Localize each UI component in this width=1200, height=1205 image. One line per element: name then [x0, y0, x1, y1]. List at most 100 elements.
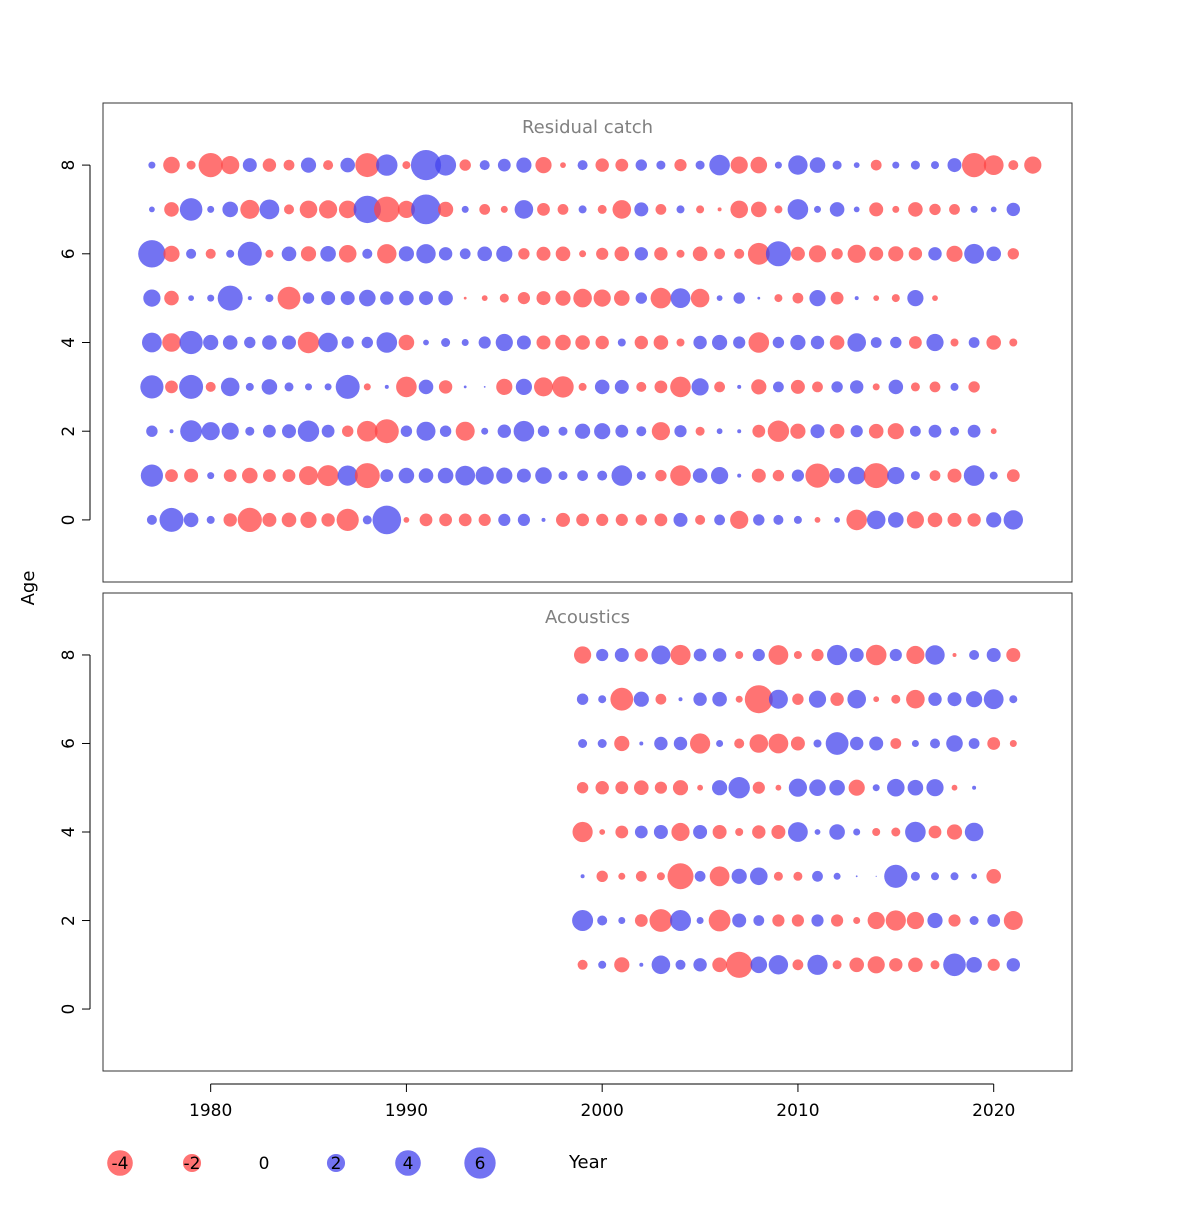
residual-bubble — [323, 160, 334, 171]
residual-bubble — [932, 295, 938, 301]
residual-bubble — [671, 822, 690, 842]
residual-bubble — [730, 200, 748, 219]
residual-bubble — [716, 428, 723, 435]
residual-bubble — [497, 158, 511, 172]
residual-bubble — [355, 153, 380, 178]
residual-bubble — [695, 160, 705, 170]
residual-bubble — [731, 868, 747, 884]
residual-bubble — [829, 468, 845, 484]
residual-bubble — [967, 424, 981, 438]
residual-bubble — [792, 292, 804, 304]
residual-bubble — [615, 158, 629, 172]
residual-bubble — [179, 374, 204, 399]
residual-bubble — [458, 513, 472, 527]
residual-bubble — [853, 917, 861, 924]
residual-bubble — [578, 739, 588, 748]
residual-bubble — [515, 378, 533, 395]
residual-bubble — [927, 912, 943, 929]
residual-bubble — [1008, 160, 1019, 171]
residual-bubble — [692, 246, 708, 262]
residual-bubble — [614, 648, 629, 662]
residual-bubble — [297, 420, 320, 442]
residual-bubble — [438, 380, 453, 394]
residual-bubble — [891, 694, 901, 704]
residual-bubble — [635, 514, 647, 526]
residual-bubble — [435, 154, 457, 176]
residual-bubble — [752, 781, 765, 794]
residual-bubble — [808, 690, 827, 708]
x-tick-label: 2000 — [581, 1101, 624, 1121]
residual-bubble — [418, 379, 434, 395]
residual-bubble — [384, 384, 389, 389]
residual-bubble — [833, 872, 841, 880]
residual-bubble — [768, 689, 788, 709]
residual-bubble — [774, 205, 783, 214]
y-axis-title: Age — [18, 571, 39, 606]
residual-bubble — [654, 513, 668, 527]
residual-bubble — [438, 290, 453, 306]
residual-bubble — [752, 424, 766, 438]
residual-bubble — [737, 473, 742, 478]
residual-bubble — [808, 245, 827, 263]
residual-bubble — [888, 246, 904, 262]
residual-bubble — [790, 423, 806, 439]
residual-bubble — [558, 471, 568, 481]
residual-bubble — [555, 290, 571, 306]
residual-bubble — [201, 422, 220, 441]
residual-bubble — [463, 385, 467, 389]
residual-bubble — [634, 780, 649, 795]
plot-panel-frame — [102, 102, 1073, 583]
residual-bubble — [787, 199, 809, 220]
residual-bubble — [670, 910, 691, 931]
residual-bubble — [849, 957, 864, 973]
residual-bubble — [855, 875, 858, 878]
residual-bubble — [847, 689, 866, 709]
residual-bubble — [967, 513, 981, 527]
residual-bubble — [594, 423, 611, 440]
residual-bubble — [774, 294, 783, 303]
residual-bubble — [987, 914, 1001, 927]
plot-panel-frame — [102, 592, 1073, 1072]
residual-bubble — [829, 779, 845, 796]
residual-bubble — [905, 821, 926, 843]
residual-bubble — [186, 248, 197, 259]
residual-bubble — [1006, 469, 1020, 482]
residual-bubble — [990, 206, 997, 213]
residual-bubble — [261, 379, 278, 395]
residual-bubble — [357, 420, 378, 442]
residual-bubble — [614, 290, 630, 306]
residual-bubble — [655, 469, 667, 482]
residual-bubble — [1007, 248, 1019, 260]
residual-bubble — [891, 294, 900, 303]
residual-bubble — [711, 467, 729, 485]
residual-bubble — [927, 512, 943, 528]
residual-bubble — [1009, 695, 1018, 704]
residual-bubble — [654, 781, 668, 794]
x-axis-title: Year — [568, 1152, 608, 1173]
residual-bubble — [615, 781, 629, 795]
residual-bubble — [455, 465, 476, 486]
residual-bubble — [730, 156, 748, 174]
residual-bubble — [634, 648, 648, 662]
residual-bubble — [926, 779, 944, 797]
residual-bubble — [361, 336, 373, 349]
residual-bubble — [714, 514, 725, 526]
residual-bubble — [400, 425, 413, 437]
residual-bubble — [599, 829, 606, 835]
residual-bubble — [184, 468, 199, 483]
residual-bubble — [1009, 740, 1017, 747]
residual-bubble — [868, 423, 884, 439]
residual-bubble — [964, 243, 984, 264]
residual-bubble — [572, 910, 594, 931]
residual-bubble — [931, 872, 939, 881]
residual-bubble — [708, 909, 731, 932]
residual-bubble — [595, 335, 609, 350]
residual-bubble — [611, 465, 633, 486]
residual-bubble — [947, 468, 962, 483]
residual-bubble — [595, 781, 609, 795]
residual-bubble — [577, 160, 588, 171]
residual-bubble — [217, 285, 243, 311]
residual-bubble — [950, 338, 959, 347]
residual-bubble — [479, 160, 490, 171]
residual-bubble — [757, 296, 761, 300]
